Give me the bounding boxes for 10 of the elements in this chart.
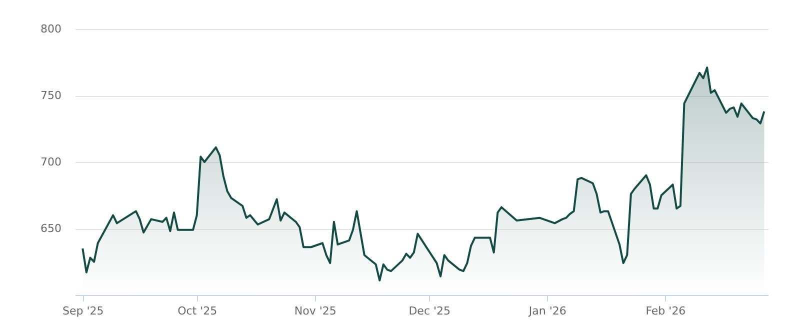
y-tick-label: 700	[40, 156, 62, 168]
x-tick-label: Dec '25	[408, 304, 451, 318]
y-tick-label: 750	[40, 89, 62, 102]
x-tick-label: Feb '26	[646, 304, 686, 318]
x-tick-label: Sep '25	[62, 304, 104, 318]
y-tick-label: 650	[40, 222, 62, 235]
x-tick-label: Jan '26	[528, 304, 566, 318]
x-tick-label: Nov '25	[294, 304, 336, 318]
y-tick-label: 800	[40, 22, 62, 36]
x-tick-label: Oct '25	[178, 304, 218, 318]
